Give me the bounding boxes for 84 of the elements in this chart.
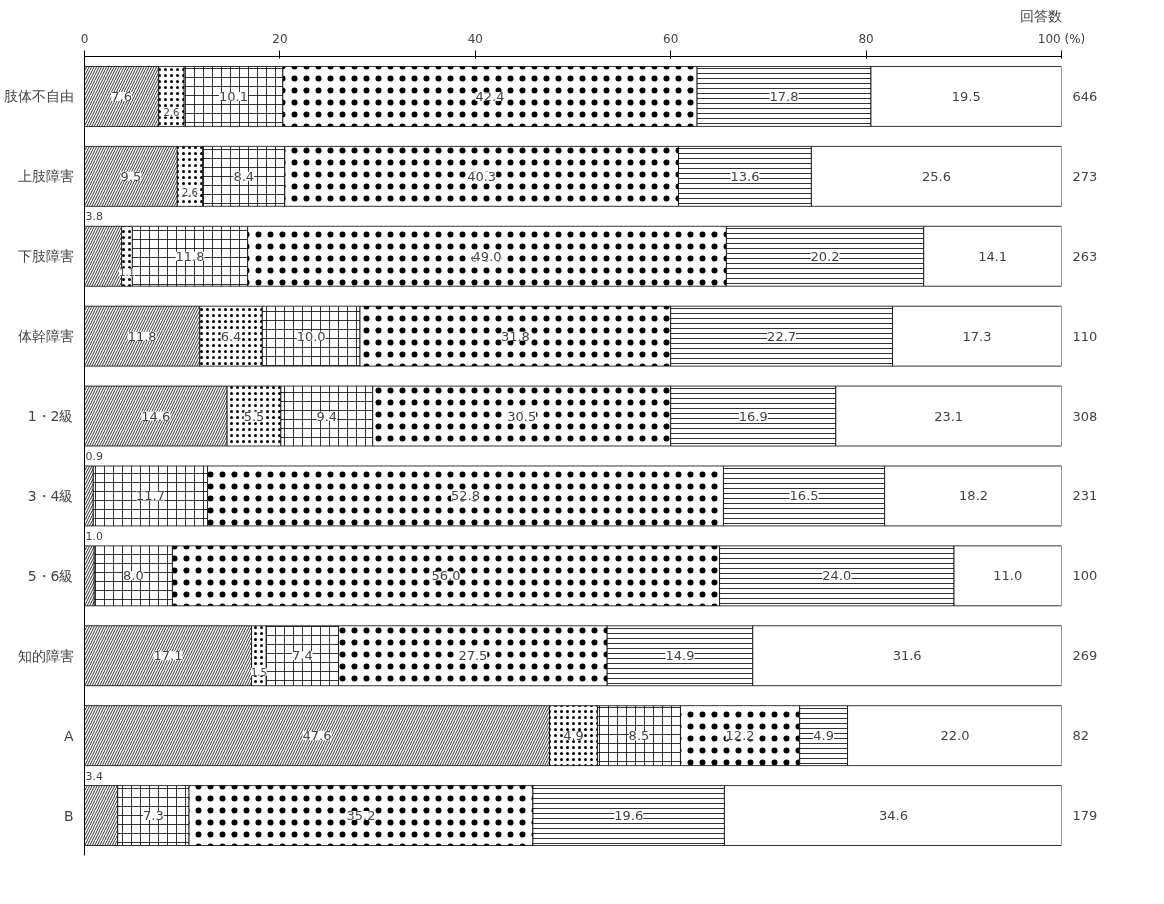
- text: 273: [1072, 168, 1098, 184]
- text: 179: [1072, 808, 1098, 824]
- text: 308: [1072, 408, 1098, 424]
- data-label: 4.9: [563, 728, 584, 744]
- data-label: 25.6: [921, 168, 951, 184]
- data-label: 0.9: [85, 450, 103, 463]
- data-label: 2.6: [182, 187, 198, 199]
- data-label: 16.9: [738, 408, 768, 424]
- data-label: 7.4: [292, 648, 313, 664]
- data-label: 56.0: [431, 568, 461, 584]
- text: 269: [1072, 648, 1098, 664]
- data-label: 40.3: [467, 168, 497, 184]
- data-label: 19.5: [951, 88, 981, 104]
- y-tick-label: 1・2級: [27, 408, 74, 425]
- text: 231: [1072, 488, 1098, 504]
- data-label: 8.4: [233, 168, 255, 184]
- text: 646: [1072, 88, 1098, 104]
- x-tick-label: 40: [467, 31, 483, 46]
- data-label: 12.2: [725, 728, 755, 744]
- data-label: 20.2: [810, 248, 840, 264]
- x-tick-label: 100 (%): [1037, 31, 1086, 46]
- data-label: 18.2: [959, 488, 989, 504]
- data-label: 7.3: [143, 808, 164, 824]
- x-tick-label: 60: [663, 31, 679, 46]
- data-label: 22.0: [940, 728, 970, 744]
- data-label: 11.8: [175, 248, 205, 264]
- data-label: 14.1: [978, 248, 1008, 264]
- text: 110: [1072, 328, 1098, 344]
- data-label: 31.6: [892, 648, 922, 664]
- data-label: 17.3: [962, 328, 992, 344]
- data-label: 14.6: [141, 408, 171, 424]
- data-label: 11.7: [135, 488, 165, 504]
- data-label: 7.6: [111, 88, 132, 104]
- data-label: 8.5: [628, 728, 650, 744]
- data-label: 22.7: [767, 328, 797, 344]
- y-tick-label: B: [63, 807, 74, 824]
- data-label: 49.0: [472, 248, 502, 264]
- data-label: 11.8: [127, 328, 157, 344]
- data-label: 9.5: [120, 168, 142, 184]
- y-tick-label: 肢体不自由: [3, 88, 74, 105]
- x-tick-label: 80: [858, 31, 874, 46]
- data-label: 13.6: [730, 168, 760, 184]
- data-label: 5.5: [243, 408, 265, 424]
- data-label: 2.6: [163, 107, 180, 119]
- data-label: 1.1: [119, 267, 135, 279]
- data-label: 10.1: [219, 88, 248, 104]
- y-tick-label: 3・4級: [27, 487, 74, 504]
- data-label: 35.2: [346, 808, 376, 824]
- data-label: 10.0: [296, 328, 326, 344]
- data-label: 34.6: [878, 808, 908, 824]
- data-label: 27.5: [458, 648, 488, 664]
- data-label: 4.9: [813, 728, 834, 744]
- data-label: 14.9: [665, 648, 695, 664]
- y-tick-label: 知的障害: [17, 647, 74, 664]
- y-tick-label: A: [63, 727, 74, 744]
- data-label: 31.8: [500, 328, 530, 344]
- text: 回答数: [1019, 7, 1062, 24]
- y-tick-label: 上肢障害: [17, 168, 74, 185]
- y-tick-label: 5・6級: [27, 567, 74, 584]
- data-label: 42.4: [475, 88, 505, 104]
- x-tick-label: 20: [272, 31, 288, 46]
- data-label: 17.1: [153, 648, 183, 664]
- data-label: 52.8: [451, 488, 481, 504]
- data-label: 6.4: [220, 328, 242, 344]
- y-tick-label: 下肢障害: [17, 248, 74, 265]
- data-label: 1.5: [250, 666, 267, 678]
- y-tick-label: 体幹障害: [17, 328, 74, 345]
- data-label: 23.1: [934, 408, 964, 424]
- data-label: 3.4: [85, 769, 103, 783]
- data-label: 9.4: [316, 408, 338, 424]
- data-label: 30.5: [507, 408, 537, 424]
- text: 100: [1072, 568, 1098, 584]
- data-label: 47.6: [302, 728, 332, 744]
- data-label: 17.8: [769, 88, 799, 104]
- data-label: 3.8: [85, 210, 103, 224]
- data-label: 1.0: [85, 529, 103, 543]
- text: 82: [1072, 728, 1090, 744]
- data-label: 19.6: [614, 808, 644, 824]
- text: 263: [1072, 248, 1098, 264]
- x-tick-label: 0: [80, 31, 89, 46]
- data-label: 11.0: [993, 568, 1023, 584]
- data-label: 8.0: [123, 568, 144, 584]
- data-label: 16.5: [789, 488, 819, 504]
- data-label: 24.0: [822, 568, 852, 584]
